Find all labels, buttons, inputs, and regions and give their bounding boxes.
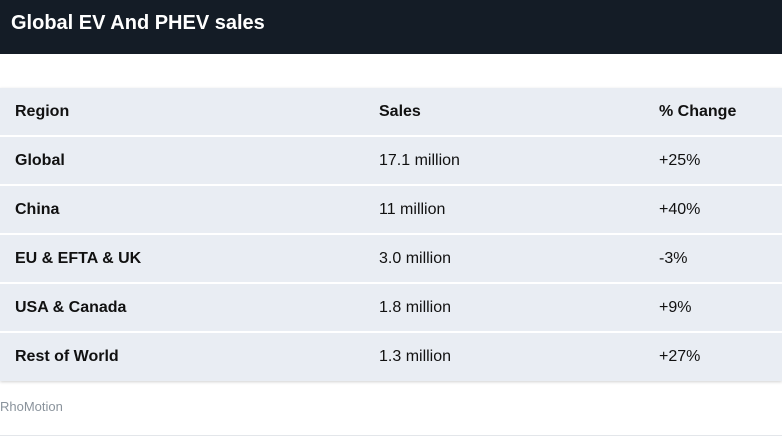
cell-sales: 11 million [379,200,446,218]
header-sales: Sales [379,102,421,120]
header-region: Region [15,102,70,120]
cell-change: +27% [659,348,701,365]
cell-change: +9% [659,298,692,316]
cell-region: China [15,200,60,218]
cell-sales: 17.1 million [379,151,460,169]
cell-change: +25% [659,151,701,169]
source-credit: RhoMotion [0,399,63,414]
table-header-row: Region Sales % Change [0,88,782,135]
cell-region: EU & EFTA & UK [15,249,142,267]
cell-sales: 1.3 million [379,348,452,365]
cell-sales: 1.8 million [379,298,452,316]
sales-table: Region Sales % Change Global 17.1 millio… [0,88,782,381]
cell-change: -3% [659,249,688,267]
table-row: Global 17.1 million +25% [0,135,782,184]
table-row: China 11 million +40% [0,184,782,233]
cell-region: USA & Canada [15,298,127,316]
chart-title: Global EV And PHEV sales [0,0,782,54]
bottom-divider [0,435,782,436]
table-row: USA & Canada 1.8 million +9% [0,282,782,331]
header-change: % Change [659,102,737,120]
cell-region: Global [15,151,65,169]
cell-sales: 3.0 million [379,249,452,267]
cell-region: Rest of World [15,348,119,365]
cell-change: +40% [659,200,701,218]
table-row: Rest of World 1.3 million +27% [0,331,782,381]
table-row: EU & EFTA & UK 3.0 million -3% [0,233,782,282]
